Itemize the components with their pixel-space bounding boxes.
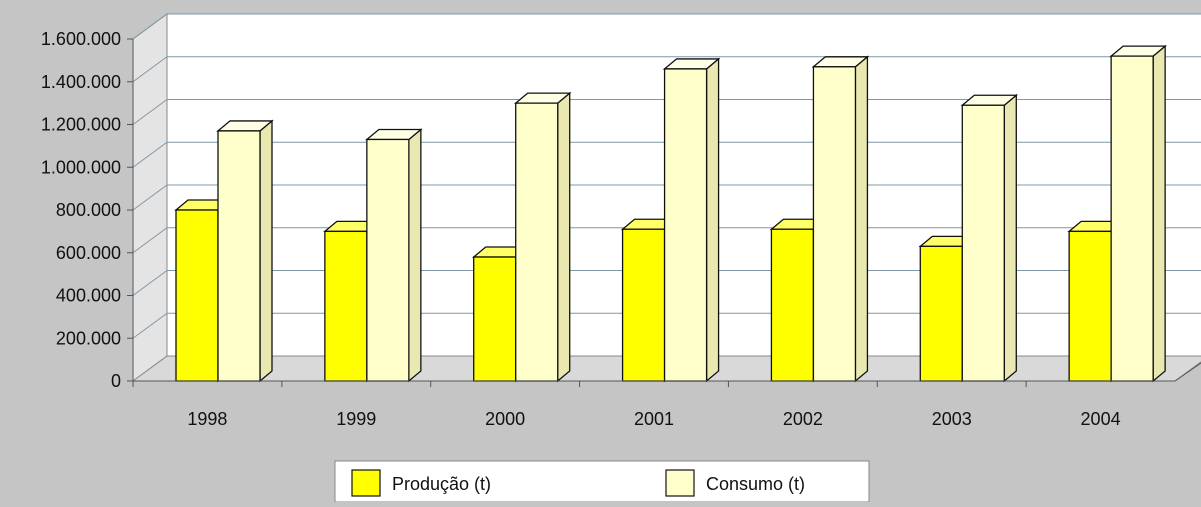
bar-front xyxy=(919,245,963,382)
bar-side xyxy=(705,57,720,383)
legend: Produção (t) Consumo (t) xyxy=(334,460,870,503)
bar-consumo xyxy=(662,57,721,383)
bars xyxy=(174,44,1167,383)
bar-consumo xyxy=(513,91,572,383)
bar-side xyxy=(854,55,869,383)
x-tick-label: 1998 xyxy=(187,409,227,429)
bar-front xyxy=(175,209,219,382)
y-tick-label: 0 xyxy=(111,371,121,391)
bar-front xyxy=(1110,55,1154,382)
bar-front xyxy=(1068,230,1112,382)
y-tick-label: 200.000 xyxy=(56,328,121,348)
bar-side xyxy=(1003,93,1017,383)
bar-side xyxy=(557,91,571,383)
legend-swatch-producao xyxy=(351,469,381,497)
legend-label-producao: Produção (t) xyxy=(392,474,491,494)
x-tick-label: 2004 xyxy=(1081,409,1121,429)
y-tick-label: 1.000.000 xyxy=(41,157,121,177)
x-tick-label: 2002 xyxy=(783,409,823,429)
bar-front xyxy=(961,104,1005,382)
bar-side xyxy=(259,119,273,383)
y-tick-label: 1.600.000 xyxy=(41,29,121,49)
bar-front xyxy=(770,228,815,382)
x-tick-label: 2001 xyxy=(634,409,674,429)
bar-front xyxy=(366,138,410,382)
x-tick-label: 2003 xyxy=(932,409,972,429)
bar-front xyxy=(217,130,261,382)
bar-consumo xyxy=(960,93,1019,383)
y-tick-label: 600.000 xyxy=(56,243,121,263)
bar-front xyxy=(515,102,559,382)
x-axis: 1998 1999 2000 2001 2002 2003 2004 xyxy=(132,362,1201,429)
x-tick-label: 1999 xyxy=(336,409,376,429)
x-axis-extension xyxy=(1174,362,1201,382)
x-tick-label: 2000 xyxy=(485,409,525,429)
y-axis: 0 200.000 400.000 600.000 800.000 1.000.000 1.… xyxy=(41,29,134,391)
bar-consumo xyxy=(811,55,870,383)
bar-side xyxy=(408,128,422,383)
legend-swatch-consumo xyxy=(665,469,695,497)
bar-front xyxy=(473,256,517,382)
y-tick-label: 1.200.000 xyxy=(41,115,121,135)
y-tick-label: 800.000 xyxy=(56,200,121,220)
bar-consumo xyxy=(216,119,274,383)
bar-consumo xyxy=(365,128,423,383)
bar-front xyxy=(621,228,666,382)
bar-consumo xyxy=(1109,44,1167,383)
bar-front xyxy=(812,66,857,382)
bar-front xyxy=(324,230,368,382)
gridline xyxy=(132,13,1201,40)
bar-front xyxy=(663,68,708,382)
y-tick-label: 400.000 xyxy=(56,286,121,306)
legend-label-consumo: Consumo (t) xyxy=(706,474,805,494)
bar-side xyxy=(1152,44,1166,383)
y-tick-label: 1.400.000 xyxy=(41,72,121,92)
